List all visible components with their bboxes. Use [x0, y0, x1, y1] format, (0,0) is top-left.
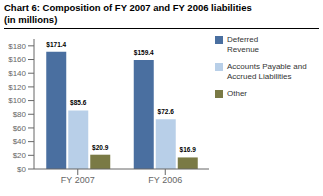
svg-text:$40: $40: [13, 137, 27, 146]
html-text:Accounts Payable and: Accounts Payable and: [227, 62, 307, 71]
svg-text:$140: $140: [8, 69, 26, 78]
html-text:Chart 6: Composition of FY 200: Chart 6: Composition of FY 2007 and FY 2…: [4, 2, 252, 13]
svg-text:$80: $80: [13, 110, 27, 119]
html-text:(in millions): (in millions): [4, 14, 58, 25]
svg-text:$100: $100: [8, 96, 26, 105]
svg-text:$171.4: $171.4: [46, 41, 66, 49]
svg-text:$160: $160: [8, 55, 26, 64]
svg-text:$85.6: $85.6: [70, 99, 87, 107]
svg-text:$20: $20: [13, 151, 27, 160]
svg-text:$0: $0: [17, 165, 26, 174]
svg-text:$180: $180: [8, 42, 26, 51]
svg-text:$120: $120: [8, 83, 26, 92]
html-text:Accrued Liabilities: Accrued Liabilities: [227, 72, 292, 81]
svg-text:$20.9: $20.9: [92, 144, 109, 152]
svg-text:$72.6: $72.6: [158, 108, 175, 116]
svg-text:FY 2007: FY 2007: [61, 175, 95, 185]
html-text:Revenue: Revenue: [227, 45, 259, 54]
html-text:Other: Other: [227, 89, 247, 98]
svg-text:$16.9: $16.9: [180, 146, 197, 154]
html-text:Deferred: Deferred: [227, 35, 259, 44]
svg-text:FY 2006: FY 2006: [148, 175, 182, 185]
svg-text:$159.4: $159.4: [134, 49, 154, 57]
svg-text:$60: $60: [13, 124, 27, 133]
